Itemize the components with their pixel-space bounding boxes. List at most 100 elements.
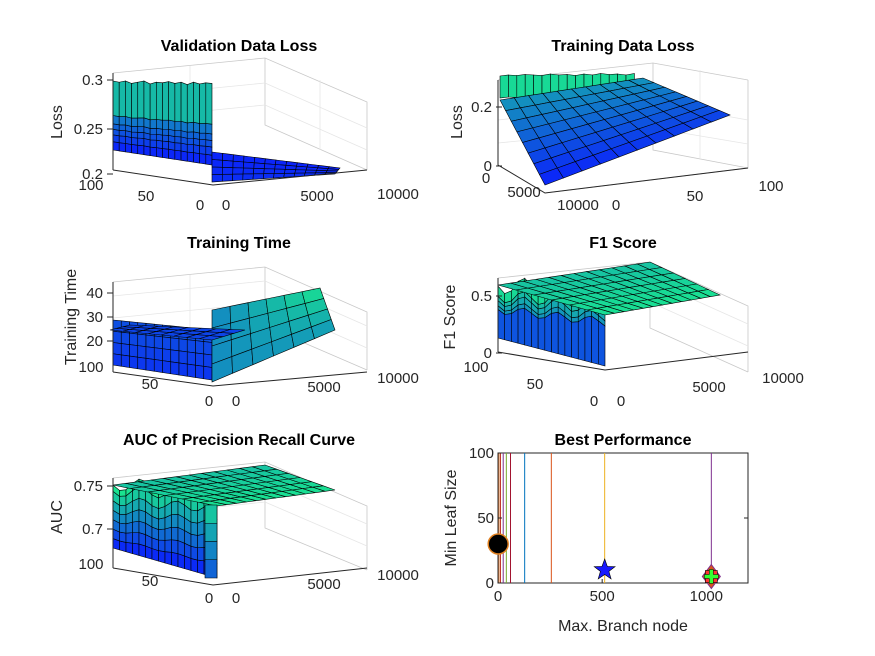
- y-tick-label: 100: [469, 445, 494, 462]
- surface-cell: [584, 315, 592, 363]
- surface-cell: [517, 307, 526, 346]
- surface-cell: [137, 333, 147, 348]
- surface-cell: [504, 290, 512, 304]
- surface-cell: [149, 119, 157, 129]
- z-tick-label: 0: [484, 345, 492, 362]
- axis-b-tick-label: 5000: [300, 188, 333, 205]
- training-loss-subplot: Training Data Loss Loss 0 0.2 0 5000 10000 0 50 1…: [449, 38, 784, 214]
- surface-cell: [174, 149, 182, 161]
- surface-cell: [118, 80, 126, 117]
- surface-cell: [273, 168, 286, 174]
- surface-cell: [253, 168, 265, 175]
- surface-cell: [132, 520, 140, 533]
- axis-line: [112, 73, 368, 186]
- axis-b-tick-label: 10000: [377, 186, 419, 203]
- surface-cell: [516, 74, 526, 98]
- point-marker-circle: [487, 533, 509, 555]
- axis-b-tick-label: 0: [232, 590, 240, 607]
- surface-cell: [263, 168, 276, 174]
- axis-b-tick-label: 0: [232, 393, 240, 410]
- z-tick-label: 0.25: [74, 121, 103, 138]
- surface-cell: [162, 81, 169, 121]
- surface-cell: [211, 159, 223, 168]
- axis-a-tick-label: 100: [78, 556, 103, 573]
- surface-cell: [112, 80, 120, 117]
- z-tick-label: 0.75: [74, 478, 103, 495]
- surface-cell: [120, 354, 130, 368]
- surface-cell: [153, 359, 163, 373]
- z-axis-label: Loss: [449, 105, 466, 139]
- surface-cell: [162, 348, 172, 363]
- z-axis-label: Loss: [49, 105, 66, 139]
- surface-cell: [143, 80, 151, 121]
- surface-cell: [186, 131, 194, 139]
- axis-b-tick-label: 100: [758, 178, 783, 195]
- chart-title: F1 Score: [589, 235, 657, 252]
- surface-cell: [180, 150, 188, 162]
- surface-cell: [149, 146, 157, 157]
- surface-cell: [149, 139, 157, 148]
- surface-cell: [222, 167, 234, 175]
- chart-title: Validation Data Loss: [161, 38, 318, 55]
- surface-cell: [118, 142, 126, 153]
- axis-a-tick-label: 0: [590, 393, 598, 410]
- surface-cell: [205, 153, 213, 166]
- surface-cell: [137, 356, 147, 371]
- surface-cell: [190, 509, 198, 524]
- surface-cell: [195, 364, 205, 380]
- axis-line: [112, 282, 368, 387]
- axis-a-tick-label: 50: [527, 376, 544, 393]
- y-tick-label: 0: [486, 575, 494, 592]
- surface-cell: [205, 139, 213, 148]
- surface-cell: [571, 321, 579, 360]
- surface-cell: [156, 147, 163, 158]
- z-tick-label: 20: [86, 333, 103, 350]
- surface-cell: [137, 131, 145, 139]
- z-tick-label: 0.3: [82, 72, 103, 89]
- surface-cell: [294, 169, 307, 174]
- surface-cell: [186, 339, 196, 354]
- surface-cell: [186, 351, 196, 366]
- surface-cell: [531, 312, 539, 349]
- surface-cell: [168, 148, 176, 160]
- surface-cell: [186, 121, 194, 133]
- surface-cell: [162, 119, 169, 130]
- surface-cell: [125, 143, 132, 154]
- z-axis-label: AUC: [49, 500, 66, 534]
- surface-cell: [138, 532, 146, 547]
- surface-cell: [120, 331, 130, 345]
- surface-cell: [149, 133, 157, 141]
- surface-cell: [199, 139, 207, 147]
- surface-cell: [199, 145, 207, 155]
- surface-cell: [193, 81, 200, 124]
- axis-line: [497, 278, 749, 371]
- surface-cell: [119, 522, 127, 534]
- surface-cell: [274, 164, 287, 170]
- surface-cell: [222, 160, 234, 168]
- surface-cell: [174, 130, 182, 138]
- y-tick-label: 50: [477, 510, 494, 527]
- axis-a-tick-label: 0: [482, 170, 490, 187]
- surface-cell: [190, 545, 198, 561]
- surface-cell: [129, 355, 139, 370]
- axis-b-tick-label: 10000: [377, 567, 419, 584]
- surface-cell: [243, 161, 255, 169]
- surface-cell: [174, 142, 182, 152]
- surface-cell: [149, 81, 157, 121]
- validation-loss-subplot: Validation Data LossLoss0.20.250.3100500…: [49, 38, 419, 214]
- surface-cell: [232, 173, 244, 181]
- surface-cell: [232, 154, 245, 163]
- surface-cell: [119, 489, 127, 497]
- surface-cell: [162, 336, 172, 351]
- surface-cell: [211, 174, 223, 183]
- surface-cell: [243, 155, 255, 164]
- surface-cell: [131, 131, 139, 139]
- x-axis-label: Max. Branch node: [558, 618, 688, 635]
- x-tick-label: 0: [494, 588, 502, 605]
- surface-cell: [137, 126, 145, 133]
- surface-cell: [131, 144, 139, 155]
- z-tick-label: 0.2: [82, 166, 103, 183]
- surface-cell: [195, 352, 205, 367]
- surface-cell: [504, 313, 512, 342]
- z-tick-label: 30: [86, 309, 103, 326]
